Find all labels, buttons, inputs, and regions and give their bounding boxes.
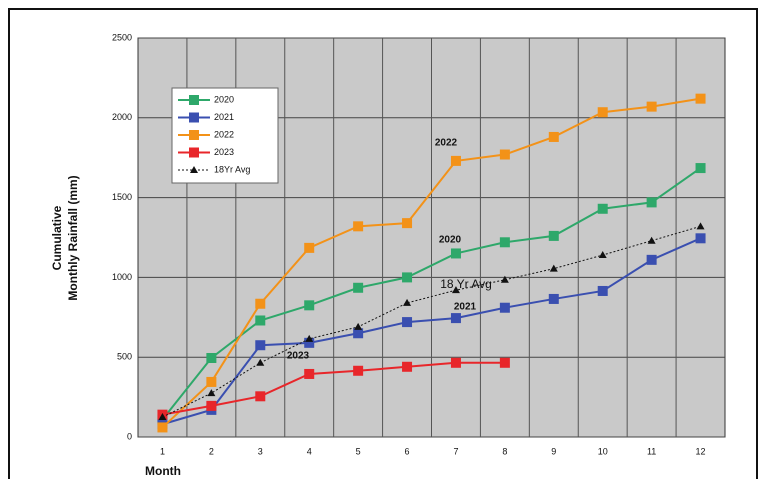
marker: [402, 272, 413, 283]
marker: [354, 322, 363, 330]
x-tick-label: 8: [502, 446, 507, 456]
annotation: 18 Yr Avg: [440, 277, 492, 291]
marker: [450, 357, 461, 368]
y-axis-label: Cumulative: [50, 205, 64, 270]
marker: [255, 340, 266, 351]
marker: [304, 337, 315, 348]
marker: [598, 251, 607, 259]
marker: [549, 264, 558, 272]
x-tick-label: 11: [647, 446, 656, 456]
marker: [206, 400, 217, 411]
x-tick-label: 5: [356, 446, 361, 456]
legend: 2020 2021 2022 2023 18Yr Avg: [171, 87, 279, 184]
y-tick-label: 1500: [112, 192, 132, 202]
series-line: [161, 167, 702, 421]
marker: [206, 352, 217, 363]
marker: [353, 328, 364, 339]
y-tick-label: 2000: [112, 112, 132, 122]
marker: [402, 361, 413, 372]
x-tick-label: 12: [696, 446, 706, 456]
marker: [157, 422, 168, 433]
marker: [695, 93, 706, 104]
annotation: 2023: [287, 351, 310, 362]
marker: [450, 155, 461, 166]
marker: [403, 298, 412, 306]
series-line: [161, 97, 701, 429]
marker: [189, 147, 199, 158]
y-axis-label: Monthly Rainfall (mm): [66, 175, 80, 300]
x-tick-label: 3: [258, 446, 263, 456]
marker: [189, 95, 199, 105]
marker: [646, 197, 657, 208]
x-axis-label: Month: [145, 464, 181, 478]
series-line: [162, 361, 505, 416]
marker: [647, 236, 656, 244]
marker: [189, 130, 199, 140]
marker: [695, 163, 706, 174]
y-tick-label: 2500: [112, 32, 132, 42]
x-tick-label: 2: [209, 446, 214, 456]
legend-label: 2023: [214, 147, 234, 157]
marker: [353, 365, 364, 376]
legend-label: 2022: [214, 129, 234, 139]
annotation: 2020: [439, 235, 462, 246]
marker: [695, 233, 706, 244]
series-line: [162, 237, 701, 426]
marker: [353, 221, 364, 232]
marker: [548, 131, 559, 142]
marker: [499, 237, 510, 248]
marker: [450, 313, 461, 324]
marker: [646, 101, 657, 112]
marker: [500, 275, 509, 283]
marker: [206, 376, 217, 387]
marker: [548, 230, 559, 241]
legend-label: 2020: [214, 94, 234, 104]
marker: [499, 149, 510, 160]
marker: [402, 317, 413, 328]
marker: [597, 107, 608, 118]
x-tick-label: 7: [453, 446, 458, 456]
marker: [402, 218, 413, 229]
annotation: 2022: [435, 138, 458, 149]
marker: [499, 302, 510, 313]
marker: [646, 254, 657, 265]
marker: [499, 357, 510, 368]
marker: [190, 166, 198, 173]
marker: [255, 391, 266, 402]
marker: [696, 222, 705, 230]
x-tick-label: 1: [160, 446, 165, 456]
x-tick-label: 4: [307, 446, 312, 456]
marker: [597, 203, 608, 214]
marker: [304, 368, 315, 379]
marker: [207, 389, 216, 397]
marker: [548, 293, 559, 304]
marker: [450, 248, 461, 259]
marker: [255, 298, 266, 309]
series-line: [162, 225, 701, 418]
marker: [256, 358, 265, 366]
x-tick-label: 6: [405, 446, 410, 456]
marker: [305, 334, 314, 342]
annotation: 2021: [454, 302, 477, 313]
marker: [304, 300, 315, 311]
marker: [158, 413, 167, 421]
marker: [255, 315, 266, 326]
x-tick-label: 10: [598, 446, 608, 456]
legend-label: 2021: [214, 112, 234, 122]
y-tick-label: 500: [117, 352, 132, 362]
marker: [353, 282, 364, 293]
y-tick-label: 0: [127, 431, 132, 441]
marker: [451, 286, 460, 294]
marker: [304, 242, 315, 253]
y-tick-label: 1000: [112, 272, 132, 282]
marker: [597, 285, 608, 296]
x-tick-label: 9: [551, 446, 556, 456]
legend-label: 18Yr Avg: [214, 164, 250, 174]
marker: [189, 112, 199, 123]
